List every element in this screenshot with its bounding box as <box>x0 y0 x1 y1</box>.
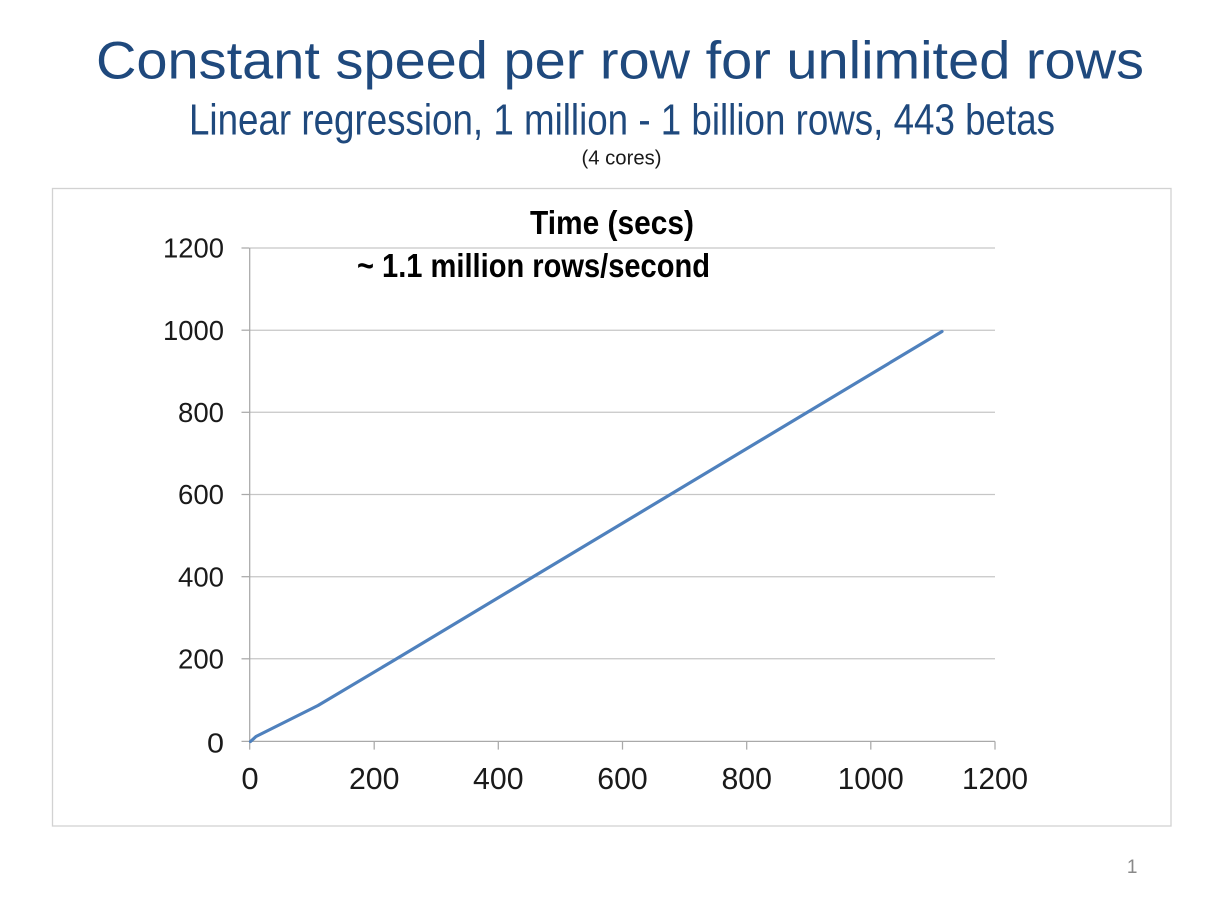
svg-text:400: 400 <box>178 561 224 592</box>
svg-text:600: 600 <box>597 761 648 796</box>
svg-text:Time (secs): Time (secs) <box>530 204 694 241</box>
svg-text:800: 800 <box>178 397 224 428</box>
svg-text:400: 400 <box>473 761 524 796</box>
svg-text:0: 0 <box>207 728 224 759</box>
svg-text:1: 1 <box>1127 857 1138 878</box>
svg-text:~ 1.1 million rows/second: ~ 1.1 million rows/second <box>357 247 710 284</box>
svg-text:200: 200 <box>178 644 224 675</box>
svg-text:(4 cores): (4 cores) <box>582 147 662 170</box>
svg-text:200: 200 <box>349 761 400 796</box>
svg-text:1000: 1000 <box>163 315 224 346</box>
svg-text:800: 800 <box>721 761 772 796</box>
svg-text:1000: 1000 <box>838 761 904 796</box>
svg-text:1200: 1200 <box>962 761 1028 796</box>
svg-text:1200: 1200 <box>163 233 224 264</box>
svg-text:Constant speed per row for unl: Constant speed per row for unlimited row… <box>96 32 1144 91</box>
svg-text:0: 0 <box>241 761 258 796</box>
svg-text:600: 600 <box>178 479 224 510</box>
svg-text:Linear regression, 1 million -: Linear regression, 1 million - 1 billion… <box>189 95 1055 144</box>
